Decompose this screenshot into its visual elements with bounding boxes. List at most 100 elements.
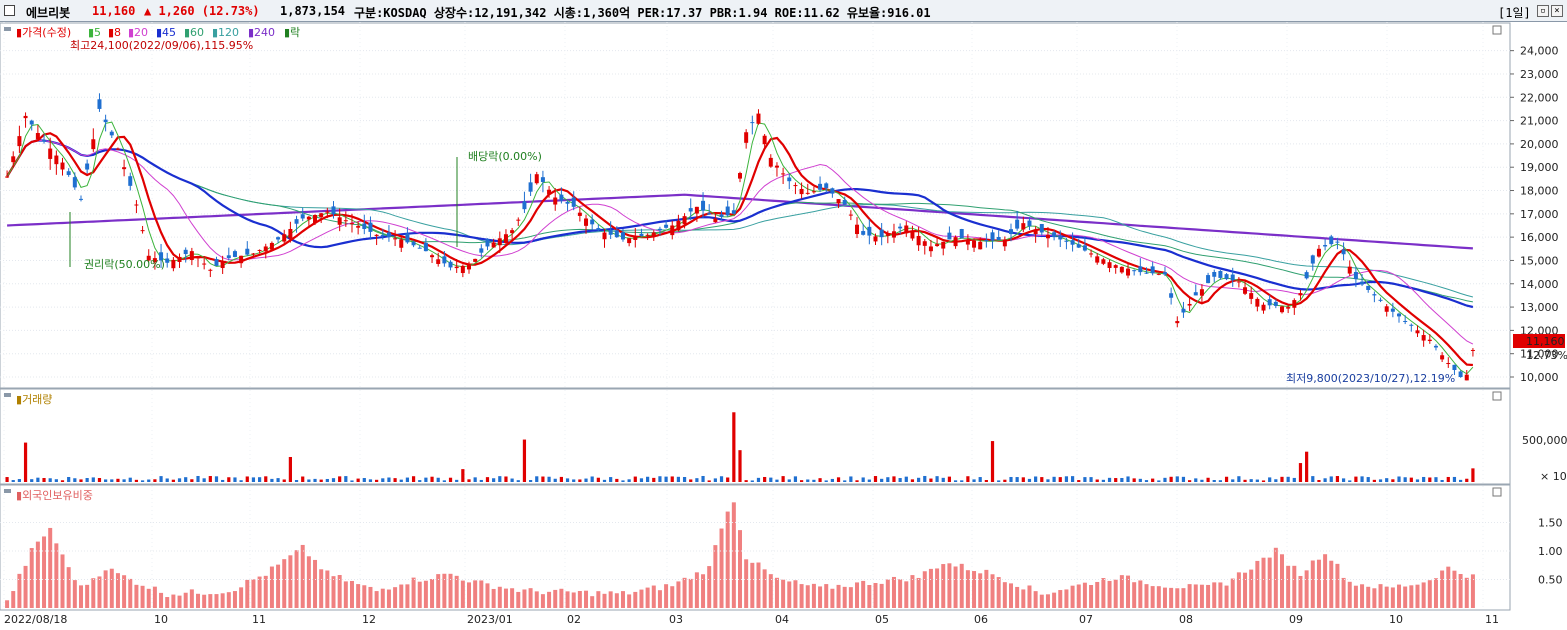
candle-body (719, 214, 724, 217)
volume-bar (399, 479, 403, 482)
foreign-bar (1162, 587, 1167, 608)
foreign-bar (855, 582, 860, 608)
candle-body (1008, 229, 1013, 235)
foreign-bar (473, 580, 478, 608)
volume-bar (1064, 476, 1069, 482)
candle-body (1144, 272, 1149, 274)
candle-body (1015, 219, 1020, 229)
volume-bar (202, 478, 206, 482)
foreign-bar (491, 588, 496, 608)
candle-body (48, 148, 53, 159)
candle-body (442, 256, 447, 264)
volume-bar (818, 478, 822, 482)
volume-bar (1335, 476, 1340, 482)
volume-bar (892, 476, 896, 482)
foreign-bar (263, 575, 268, 608)
foreign-bar (356, 584, 361, 608)
stock-chart: 24,000 23,000 22,000 21,000 20,000 19,000 18,0… (0, 22, 1567, 626)
foreign-bar (1341, 577, 1346, 608)
foreign-bar (781, 579, 786, 608)
candle-body (830, 188, 835, 194)
candle-body (5, 176, 10, 178)
foreign-bar (1138, 580, 1143, 608)
foreign-bar (66, 567, 71, 608)
candle-body (1286, 307, 1291, 309)
volume-bar (264, 476, 268, 482)
panel-maximize-icon[interactable] (1492, 391, 1502, 401)
restore-icon[interactable]: ▫ (1537, 5, 1549, 17)
foreign-bar (29, 548, 34, 608)
volume-bar (584, 478, 588, 482)
volume-bar (257, 477, 262, 482)
volume-bar (504, 476, 508, 482)
foreign-bar (497, 586, 502, 608)
candle-body (1440, 355, 1445, 360)
volume-panel (0, 388, 1511, 485)
foreign-bar (448, 573, 453, 608)
panel-maximize-icon[interactable] (1492, 25, 1502, 35)
foreign-bar (1452, 570, 1457, 608)
foreign-bar (1267, 557, 1272, 608)
select-checkbox[interactable] (4, 5, 15, 16)
candle-body (1279, 306, 1284, 313)
candle-body (220, 262, 225, 269)
volume-bar (1083, 477, 1087, 482)
volume-bar (639, 478, 644, 482)
candle-body (66, 171, 71, 175)
volume-bar (1052, 476, 1056, 482)
candle-body (152, 258, 157, 263)
volume-bar (917, 477, 921, 482)
volume-bar (1280, 476, 1284, 482)
foreign-bar (559, 588, 564, 608)
period-selector[interactable]: [1일] (1498, 6, 1531, 20)
current-price: 11,160 (92, 4, 136, 18)
candle-body (799, 188, 804, 195)
legend-ma-item: ▮락 (284, 26, 300, 39)
volume-bar (886, 477, 890, 482)
panel-menu-icon[interactable] (4, 489, 11, 493)
volume-bar (1224, 476, 1229, 482)
volume-bar (1040, 477, 1044, 482)
candle-body (85, 163, 90, 170)
foreign-bar (337, 575, 342, 608)
foreign-bar (171, 594, 176, 608)
foreign-bar (633, 591, 638, 608)
volume-bar (368, 479, 373, 482)
volume-bar (1471, 468, 1475, 482)
panel-menu-icon[interactable] (4, 393, 11, 397)
candle-body (1113, 265, 1118, 268)
panel-maximize-icon[interactable] (1492, 487, 1502, 497)
foreign-bar (1298, 575, 1303, 608)
foreign-bar (861, 580, 866, 608)
candle-body (1169, 293, 1174, 298)
candle-body (1212, 272, 1217, 277)
foreign-bar (423, 580, 428, 608)
foreign-bar (269, 566, 274, 608)
foreign-bar (368, 586, 373, 608)
volume-bar (48, 478, 52, 482)
foreign-bar (830, 588, 835, 608)
foreign-bar (990, 574, 995, 608)
close-icon[interactable]: × (1551, 5, 1563, 17)
candle-body (1390, 308, 1395, 312)
volume-bar (732, 412, 736, 482)
volume-bar (923, 475, 927, 482)
foreign-bar (1126, 575, 1131, 608)
candle-body (393, 238, 398, 240)
candle-body (602, 232, 607, 240)
foreign-bar (405, 584, 410, 608)
volume-bar (436, 477, 440, 482)
foreign-bar (1329, 560, 1334, 608)
volume-bar (1465, 478, 1469, 482)
candle-body (750, 122, 755, 124)
volume-bar (1329, 476, 1333, 482)
volume-unit: × 10 (1540, 470, 1567, 483)
foreign-bar (898, 579, 903, 608)
candle-body (1045, 234, 1050, 239)
candle-body (1243, 287, 1248, 294)
volume-bar (165, 478, 169, 482)
volume-bar (1298, 463, 1303, 482)
foreign-tick-label: 1.50 (1538, 517, 1563, 530)
panel-menu-icon[interactable] (4, 27, 11, 31)
volume-bar (867, 479, 871, 482)
